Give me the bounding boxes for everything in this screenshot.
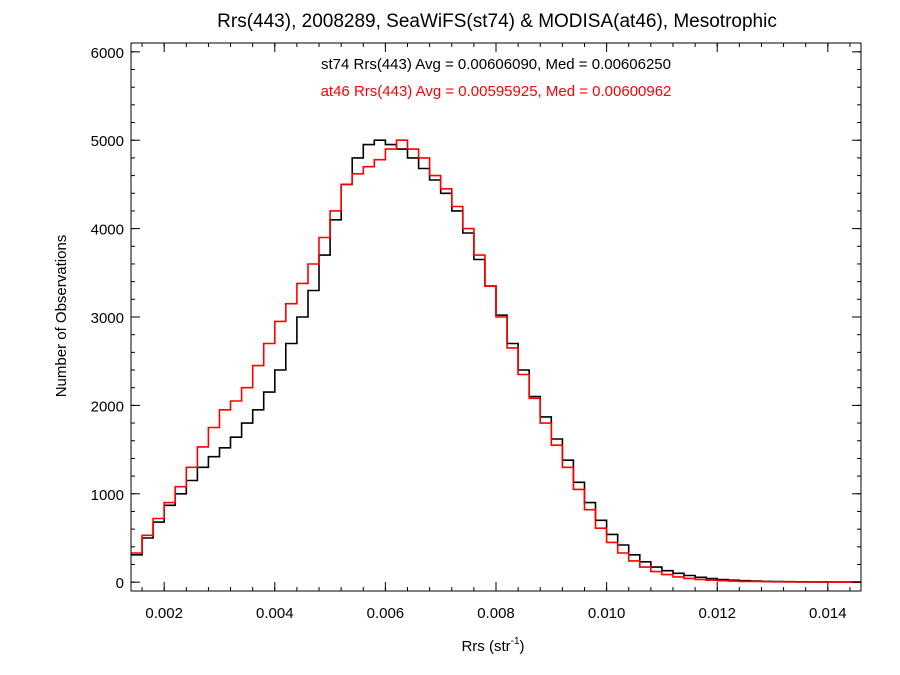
x-tick-label: 0.002 <box>145 605 183 622</box>
y-axis-label: Number of Observations <box>53 235 70 398</box>
x-axis-label-superscript: -1 <box>511 636 520 647</box>
series-line-at46 <box>131 139 861 583</box>
x-tick-label: 0.010 <box>588 605 626 622</box>
chart-title: Rrs(443), 2008289, SeaWiFS(st74) & MODIS… <box>217 11 777 32</box>
series-layer <box>131 139 861 583</box>
y-tick-label: 1000 <box>91 487 124 504</box>
x-tick-label: 0.014 <box>809 605 847 622</box>
ticks-layer: 0.002 0.004 0.006 0.008 0.010 0.012 0.014 0 1000… <box>91 43 861 622</box>
x-tick-label: 0.008 <box>477 605 515 622</box>
x-tick-label: 0.004 <box>256 605 294 622</box>
x-axis-label-main: Rrs (str <box>461 638 510 655</box>
legend-entry-st74: st74 Rrs(443) Avg = 0.00606090, Med = 0.… <box>321 56 671 73</box>
y-tick-label: 4000 <box>91 222 124 239</box>
y-tick-label: 6000 <box>91 45 124 62</box>
x-axis-label: Rrs (str-1) <box>461 636 524 655</box>
x-tick-label: 0.006 <box>367 605 405 622</box>
y-tick-label: 2000 <box>91 398 124 415</box>
x-tick-label: 0.012 <box>698 605 736 622</box>
legend-entry-at46: at46 Rrs(443) Avg = 0.00595925, Med = 0.… <box>321 83 672 100</box>
x-axis-label-close: ) <box>520 638 525 655</box>
y-tick-label: 5000 <box>91 133 124 150</box>
y-tick-label: 0 <box>116 575 124 592</box>
y-tick-label: 3000 <box>91 310 124 327</box>
